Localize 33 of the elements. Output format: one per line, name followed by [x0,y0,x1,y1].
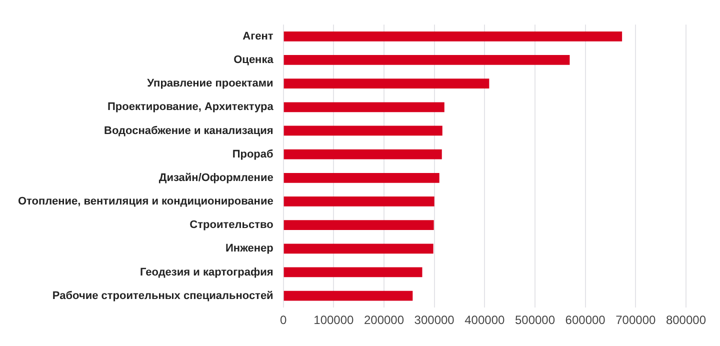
x-tick-label: 500000 [514,313,556,328]
bar [284,172,440,183]
y-tick-label: Водоснабжение и канализация [104,124,274,137]
x-tick-label: 700000 [616,313,656,328]
bar [284,149,442,160]
y-tick-label: Строительство [190,219,274,232]
y-tick-label: Управление проектами [147,78,274,90]
y-tick-label: Рабочие строительных специальностей [52,290,274,302]
x-tick-label: 800000 [666,313,706,328]
y-tick-label: Дизайн/Оформление [158,172,274,184]
y-tick-label: Прораб [232,148,274,160]
bar [284,102,444,112]
x-tick-label: 0 [280,313,287,328]
bar [284,31,622,42]
y-tick-label: Проектирование, Архитектура [108,101,274,114]
bar [284,78,490,89]
bar [284,220,434,230]
bar [284,267,422,278]
bar [284,196,434,206]
x-tick-label: 100000 [314,313,354,328]
y-tick-label: Агент [242,30,274,42]
y-tick-label: Инженер [226,242,274,255]
x-tick-label: 200000 [364,313,404,328]
y-tick-label: Оценка [234,54,274,66]
x-tick-label: 600000 [565,313,606,328]
y-tick-label: Отопление, вентиляция и кондиционирование [18,196,274,208]
bar [284,55,570,65]
x-tick-label: 300000 [414,313,455,328]
bar [284,126,442,136]
bar [284,244,434,254]
x-tick-label: 400000 [464,313,505,328]
y-tick-label: Геодезия и картография [140,266,274,278]
bar [284,290,413,301]
